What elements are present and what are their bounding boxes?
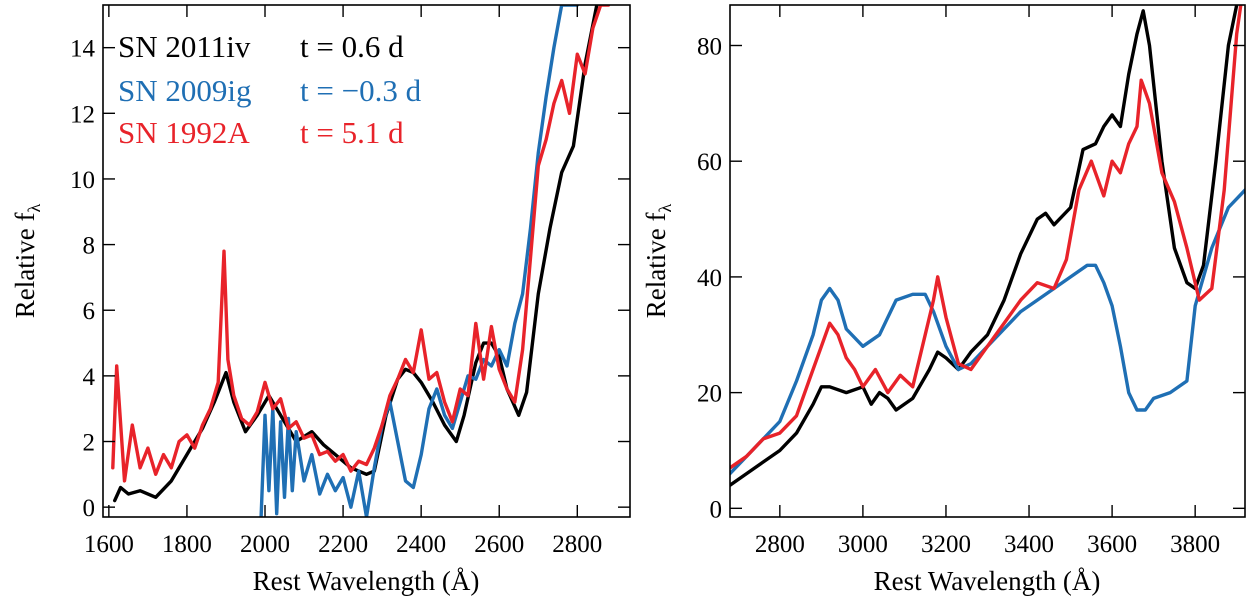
left-x-tick-label-2200: 2200	[318, 531, 368, 558]
left-x-tick-label-2400: 2400	[396, 531, 446, 558]
left-y-tick-label-10: 10	[70, 167, 95, 194]
left-x-axis: 1600 1800 2000 2200 2400 2600 2800	[84, 5, 602, 558]
left-y-axis-title-main: Relative f	[10, 213, 40, 319]
right-x-axis-title: Rest Wavelength (Å)	[874, 566, 1101, 596]
left-x-tick-label-2800: 2800	[552, 531, 602, 558]
legend-name-sn1992a: SN 1992A	[118, 115, 250, 150]
right-panel: 2800 3000 3200 3400 3600 3800 0 20 40 60 80 Rest …	[641, 4, 1246, 596]
right-y-tick-label-20: 20	[697, 381, 722, 408]
left-x-tick-label-2000: 2000	[240, 531, 290, 558]
legend-name-sn2011iv: SN 2011iv	[118, 29, 251, 64]
legend-item-sn1992a: SN 1992A t = 5.1 d	[118, 115, 404, 150]
left-x-tick-label-1600: 1600	[84, 531, 134, 558]
left-y-tick-label-8: 8	[83, 233, 96, 260]
right-y-tick-label-0: 0	[710, 496, 723, 523]
left-y-axis-title-subscript: λ	[24, 204, 44, 213]
left-series-group	[111, 5, 611, 517]
left-x-tick-label-1800: 1800	[162, 531, 212, 558]
right-plot-frame	[729, 4, 1246, 518]
right-series-sn1992a	[730, 5, 1243, 470]
left-panel: 1600 1800 2000 2200 2400 2600 2800 0 2 4 6 8 10 12 14…	[10, 4, 631, 596]
legend-name-sn2009ig: SN 2009ig	[118, 73, 252, 108]
legend-item-sn2009ig: SN 2009ig t = −0.3 d	[118, 73, 422, 108]
left-y-axis: 0 2 4 6 8 10 12 14	[70, 36, 630, 522]
left-series-sn1992a	[111, 5, 611, 483]
right-x-axis: 2800 3000 3200 3400 3600 3800	[755, 5, 1220, 558]
right-y-axis-title-subscript: λ	[655, 204, 675, 213]
left-y-tick-label-2: 2	[83, 430, 96, 457]
left-x-axis-title: Rest Wavelength (Å)	[253, 566, 480, 596]
right-x-tick-label-3200: 3200	[921, 531, 971, 558]
left-y-tick-label-12: 12	[70, 101, 95, 128]
right-x-tick-label-3000: 3000	[838, 531, 888, 558]
right-y-axis-title: Relative fλ	[641, 204, 675, 319]
right-series-group	[730, 5, 1245, 487]
left-y-axis-title: Relative fλ	[10, 204, 44, 319]
left-y-tick-label-4: 4	[83, 364, 96, 391]
right-x-tick-label-3600: 3600	[1087, 531, 1137, 558]
legend-item-sn2011iv: SN 2011iv t = 0.6 d	[118, 29, 404, 64]
legend-phase-sn2011iv: t = 0.6 d	[300, 29, 404, 64]
left-y-tick-label-6: 6	[83, 298, 96, 325]
right-y-tick-label-40: 40	[697, 265, 722, 292]
left-plot-frame	[102, 4, 631, 518]
legend-phase-sn1992a: t = 5.1 d	[300, 115, 404, 150]
right-y-axis-title-main: Relative f	[641, 213, 671, 319]
right-x-tick-label-3400: 3400	[1004, 531, 1054, 558]
right-x-tick-label-2800: 2800	[755, 531, 805, 558]
right-x-tick-label-3800: 3800	[1170, 531, 1220, 558]
left-series-sn2009ig	[259, 5, 579, 517]
legend-phase-sn2009ig: t = −0.3 d	[300, 73, 422, 108]
right-series-sn2011iv	[730, 5, 1239, 487]
right-y-tick-label-80: 80	[697, 33, 722, 60]
left-y-tick-label-0: 0	[83, 495, 96, 522]
legend: SN 2011iv t = 0.6 d SN 2009ig t = −0.3 d S…	[118, 29, 422, 150]
left-y-tick-label-14: 14	[70, 36, 96, 63]
left-x-tick-label-2600: 2600	[474, 531, 524, 558]
right-y-tick-label-60: 60	[697, 149, 722, 176]
right-y-axis: 0 20 40 60 80	[697, 33, 1245, 523]
